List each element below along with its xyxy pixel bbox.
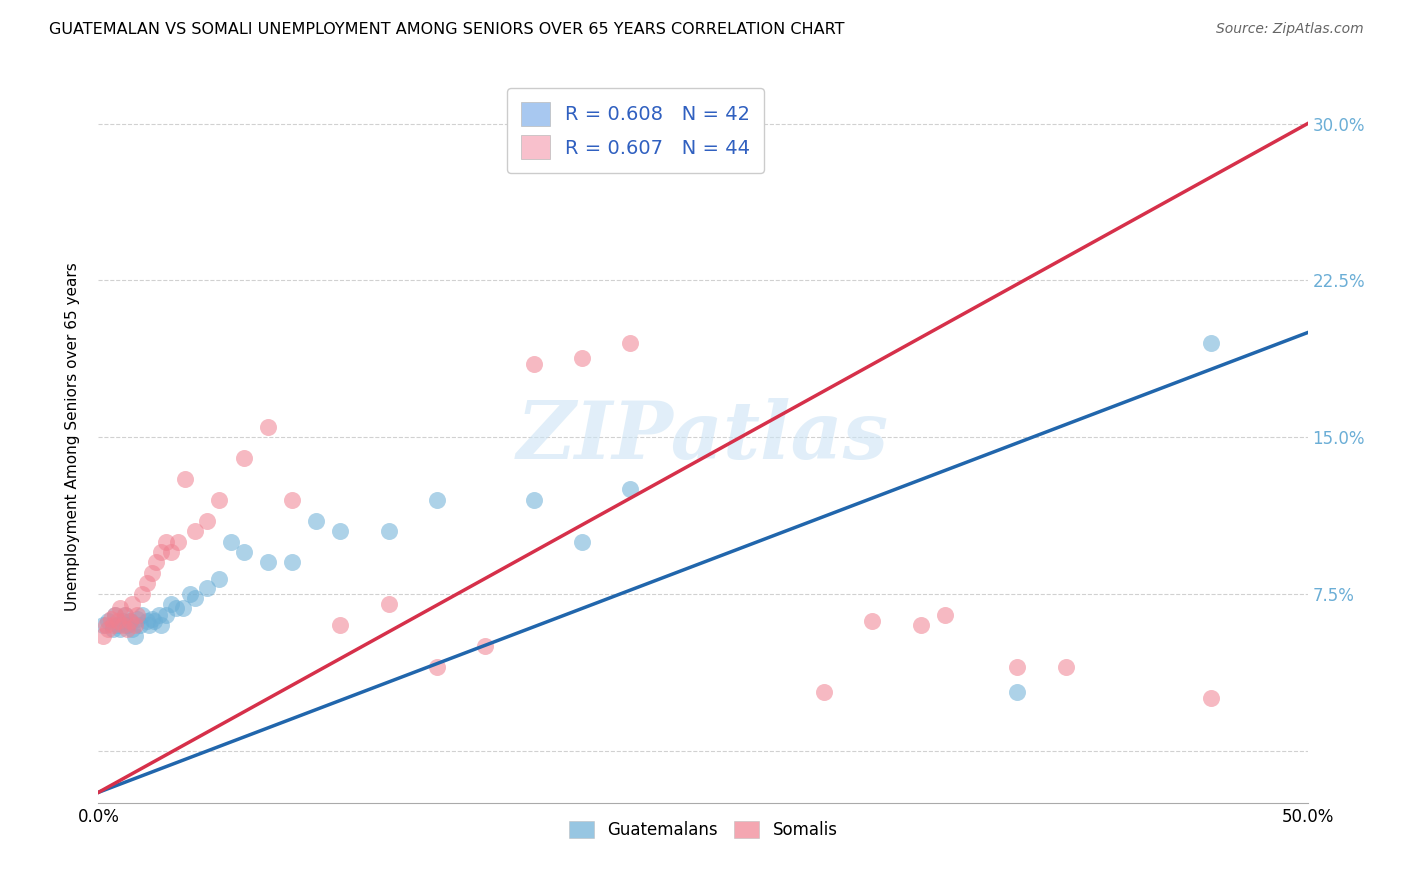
Point [135,576,157,591]
Point [150,545,173,559]
Point [523,492,546,507]
Point [97,623,120,637]
Point [108,623,131,637]
Point [281,556,304,570]
Point [101,618,124,632]
Text: Source: ZipAtlas.com: Source: ZipAtlas.com [1216,22,1364,37]
Point [523,357,546,371]
Point [860,614,883,628]
Point [619,483,641,497]
Point [97,614,120,628]
Point [1054,660,1077,674]
Point [474,639,496,653]
Point [165,601,187,615]
Point [124,618,146,632]
Point [108,601,131,615]
Point [127,612,149,626]
Point [329,524,352,538]
Legend: Guatemalans, Somalis: Guatemalans, Somalis [562,814,844,846]
Point [195,514,218,528]
Point [329,618,352,632]
Point [184,524,207,538]
Point [91,629,114,643]
Point [111,614,134,628]
Point [571,351,593,365]
Point [121,597,143,611]
Point [118,614,141,628]
Point [114,607,136,622]
Point [107,618,129,632]
Point [281,492,304,507]
Point [174,472,197,486]
Point [104,607,127,622]
Point [118,614,141,628]
Point [934,607,956,622]
Point [124,629,146,643]
Point [141,612,163,626]
Point [155,534,177,549]
Point [619,336,641,351]
Point [232,545,254,559]
Point [101,623,124,637]
Point [426,492,449,507]
Point [131,607,153,622]
Text: ZIPatlas: ZIPatlas [517,399,889,475]
Point [377,597,399,611]
Point [305,514,328,528]
Point [426,660,449,674]
Point [131,587,153,601]
Point [127,607,149,622]
Point [221,534,243,549]
Point [148,607,170,622]
Point [571,534,593,549]
Y-axis label: Unemployment Among Seniors over 65 years: Unemployment Among Seniors over 65 years [65,263,80,611]
Point [143,614,166,628]
Point [195,581,218,595]
Point [155,607,177,622]
Point [172,601,194,615]
Point [138,618,160,632]
Point [1007,685,1029,699]
Point [208,492,231,507]
Point [256,419,278,434]
Point [813,685,835,699]
Point [114,607,136,622]
Point [256,556,278,570]
Point [141,566,163,580]
Point [135,614,157,628]
Text: GUATEMALAN VS SOMALI UNEMPLOYMENT AMONG SENIORS OVER 65 YEARS CORRELATION CHART: GUATEMALAN VS SOMALI UNEMPLOYMENT AMONG … [49,22,845,37]
Point [150,618,173,632]
Point [100,612,122,626]
Point [167,534,190,549]
Point [160,545,183,559]
Point [232,450,254,465]
Point [1007,660,1029,674]
Point [179,587,201,601]
Point [128,618,150,632]
Point [910,618,932,632]
Point [107,614,129,628]
Point [208,572,231,586]
Point [117,623,139,637]
Point [104,607,127,622]
Point [160,597,183,611]
Point [121,623,143,637]
Point [117,618,139,632]
Point [377,524,399,538]
Point [91,618,114,632]
Point [184,591,207,605]
Point [1199,336,1222,351]
Point [111,618,134,632]
Point [145,556,167,570]
Point [1199,691,1222,706]
Point [94,618,117,632]
